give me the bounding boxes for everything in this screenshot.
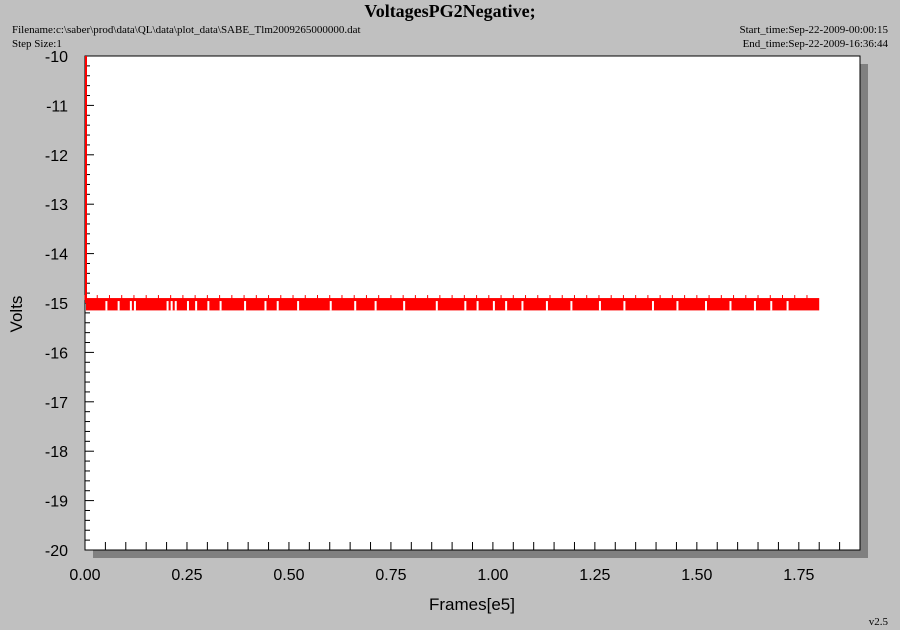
series-gap (105, 301, 108, 311)
start-time-value: Sep-22-2009-00:00:15 (788, 24, 888, 36)
series-gap (219, 301, 222, 311)
x-axis-tick-labels: 0.00 0.25 0.50 0.75 1.00 1.25 1.50 1.75 (69, 567, 814, 584)
series-gap (133, 301, 136, 311)
y-tick-label: -15 (45, 296, 68, 313)
series-gap (129, 301, 132, 311)
filename-label: Filename: (12, 24, 56, 36)
series-gap (464, 301, 467, 311)
series-gap (329, 301, 332, 311)
step-size-label: Step Size: (12, 38, 57, 50)
y-axis-title: Volts (7, 296, 26, 333)
series-gap (166, 301, 169, 311)
x-axis-ticks (104, 542, 841, 550)
series-gap (403, 301, 406, 311)
y-tick-label: -10 (45, 49, 68, 66)
series-gap (276, 301, 279, 311)
filename-line: Filename:c:\saber\prod\data\QL\data\plot… (12, 23, 361, 37)
y-tick-label: -16 (45, 345, 68, 362)
series-gap (492, 301, 495, 311)
x-tick-label: 1.00 (477, 567, 508, 584)
series-gap (354, 301, 357, 311)
series-gap (297, 301, 300, 311)
series-gap (195, 301, 198, 311)
series-gap (435, 301, 438, 311)
y-tick-label: -12 (45, 148, 68, 165)
series-gap (521, 301, 524, 311)
series-gap (174, 301, 177, 311)
x-tick-label: 0.25 (171, 567, 202, 584)
series-gap (786, 301, 789, 311)
y-tick-label: -14 (45, 247, 68, 264)
x-tick-label: 0.50 (273, 567, 304, 584)
y-tick-label: -17 (45, 395, 68, 412)
series-gap (170, 301, 173, 311)
end-time-line: End_time:Sep-22-2009-16:36:44 (743, 37, 888, 51)
series-gap (207, 301, 210, 311)
series-gap (623, 301, 626, 311)
series-gap (186, 301, 189, 311)
series-gap (264, 301, 267, 311)
end-time-label: End_time: (742, 38, 789, 50)
series-gap (374, 301, 377, 311)
series-gap (651, 301, 654, 311)
x-axis-title: Frames[e5] (429, 595, 515, 614)
start-time-label: Start_time: (739, 24, 789, 36)
series-band (86, 298, 820, 311)
series-gap (117, 301, 120, 311)
y-tick-label: -11 (46, 98, 68, 115)
series-gap (545, 301, 548, 311)
series-volts (84, 56, 820, 311)
series-gap (753, 301, 756, 311)
step-size-value: 1 (56, 38, 62, 50)
filename-value: c:\saber\prod\data\QL\data\plot_data\SAB… (56, 24, 361, 36)
y-axis-tick-labels: -10 -11 -12 -13 -14 -15 -16 -17 -18 -19 -20 (45, 49, 68, 560)
y-tick-label: -18 (45, 444, 68, 461)
x-tick-label: 0.75 (375, 567, 406, 584)
x-tick-label: 1.50 (681, 567, 712, 584)
start-time-line: Start_time:Sep-22-2009-00:00:15 (740, 23, 889, 37)
y-tick-label: -19 (45, 494, 68, 511)
series-gap (729, 301, 732, 311)
version-label: v2.5 (868, 616, 888, 628)
series-gap (705, 301, 707, 311)
chart-title: VoltagesPG2Negative; (364, 1, 536, 21)
step-size-line: Step Size:1 (12, 37, 62, 51)
series-gap (505, 301, 508, 311)
series-gap (476, 301, 479, 311)
series-gap (570, 301, 573, 311)
series-gap (598, 301, 601, 311)
end-time-value: Sep-22-2009-16:36:44 (788, 38, 888, 50)
series-gap (770, 301, 773, 311)
series-gap (676, 301, 679, 311)
x-tick-label: 0.00 (69, 567, 100, 584)
x-tick-label: 1.25 (579, 567, 610, 584)
x-tick-label: 1.75 (783, 567, 814, 584)
y-tick-label: -20 (45, 543, 68, 560)
series-gap (244, 301, 247, 311)
y-tick-label: -13 (45, 197, 68, 214)
